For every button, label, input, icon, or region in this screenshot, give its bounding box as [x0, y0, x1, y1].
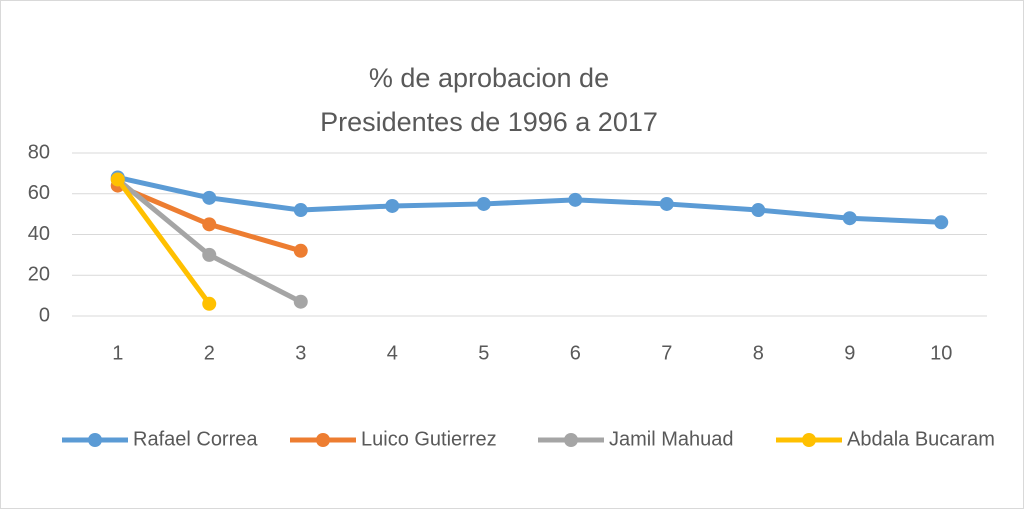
legend-marker	[802, 433, 816, 447]
y-tick-label: 40	[28, 223, 50, 245]
x-tick-label: 1	[112, 342, 123, 364]
chart-title: Presidentes de 1996 a 2017	[320, 107, 658, 137]
data-point	[568, 192, 583, 207]
series-line	[117, 175, 942, 225]
legend-label: Luico Gutierrez	[361, 428, 497, 450]
data-point	[202, 247, 217, 262]
data-point	[934, 215, 949, 230]
data-point	[659, 196, 674, 211]
legend-label: Jamil Mahuad	[609, 428, 734, 450]
data-point	[476, 196, 491, 211]
x-tick-label: 9	[844, 342, 855, 364]
x-tick-label: 4	[387, 342, 398, 364]
y-tick-label: 0	[39, 304, 50, 326]
x-tick-label: 7	[661, 342, 672, 364]
data-point	[110, 172, 125, 187]
y-tick-label: 20	[28, 264, 50, 286]
data-point	[293, 203, 308, 218]
x-tick-label: 10	[930, 342, 952, 364]
data-point	[842, 211, 857, 226]
data-point	[202, 296, 217, 311]
data-point	[202, 217, 217, 232]
legend-marker	[88, 433, 102, 447]
data-point	[202, 190, 217, 205]
x-tick-label: 5	[478, 342, 489, 364]
data-point	[293, 294, 308, 309]
x-tick-label: 2	[204, 342, 215, 364]
legend-marker	[564, 433, 578, 447]
chart-title: % de aprobacion de	[369, 63, 609, 93]
x-tick-label: 6	[570, 342, 581, 364]
series-line	[115, 178, 212, 306]
legend-label: Rafael Correa	[133, 428, 258, 450]
legend-marker	[316, 433, 330, 447]
data-point	[385, 198, 400, 213]
y-tick-label: 60	[28, 182, 50, 204]
x-tick-label: 8	[753, 342, 764, 364]
legend-label: Abdala Bucaram	[847, 428, 995, 450]
data-point	[293, 243, 308, 258]
x-tick-label: 3	[295, 342, 306, 364]
y-tick-label: 80	[28, 141, 50, 163]
data-point	[751, 203, 766, 218]
